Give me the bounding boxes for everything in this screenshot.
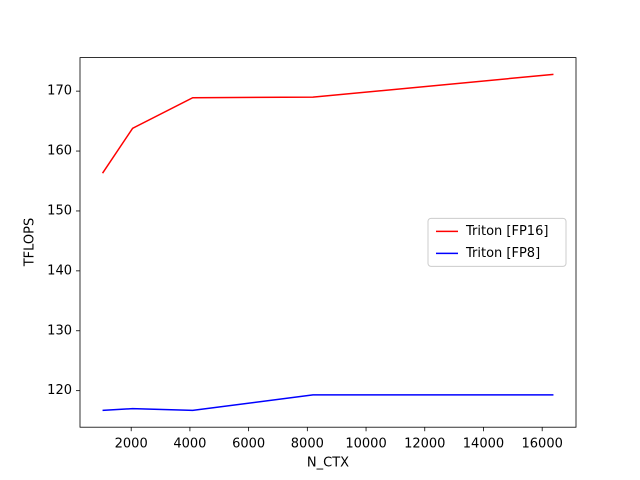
y-axis-label: TFLOPS [23, 218, 38, 268]
series-line [102, 394, 554, 412]
legend-box [427, 217, 567, 267]
x-tick-label: 12000 [404, 437, 445, 452]
y-tick-label: 130 [47, 323, 72, 338]
y-tick-label: 120 [47, 383, 72, 398]
x-tick-label: 8000 [291, 437, 324, 452]
x-tick-label: 16000 [522, 437, 563, 452]
y-tick-label: 170 [47, 84, 72, 99]
legend-label: Triton [FP16] [465, 224, 548, 239]
x-axis-label: N_CTX [307, 456, 349, 471]
series-line [101, 73, 554, 174]
x-tick-label: 10000 [345, 437, 386, 452]
y-tick-label: 150 [47, 203, 72, 218]
x-tick-label: 2000 [115, 437, 148, 452]
legend: Triton [FP16] Triton [FP8] [427, 217, 567, 267]
x-tick-label: 4000 [173, 437, 206, 452]
x-tick-label: 14000 [463, 437, 504, 452]
x-tick-label: 6000 [232, 437, 265, 452]
legend-label: Triton [FP8] [465, 246, 540, 261]
plot-frame [79, 57, 577, 428]
y-tick-label: 160 [47, 144, 72, 159]
y-tick-label: 140 [47, 263, 72, 278]
